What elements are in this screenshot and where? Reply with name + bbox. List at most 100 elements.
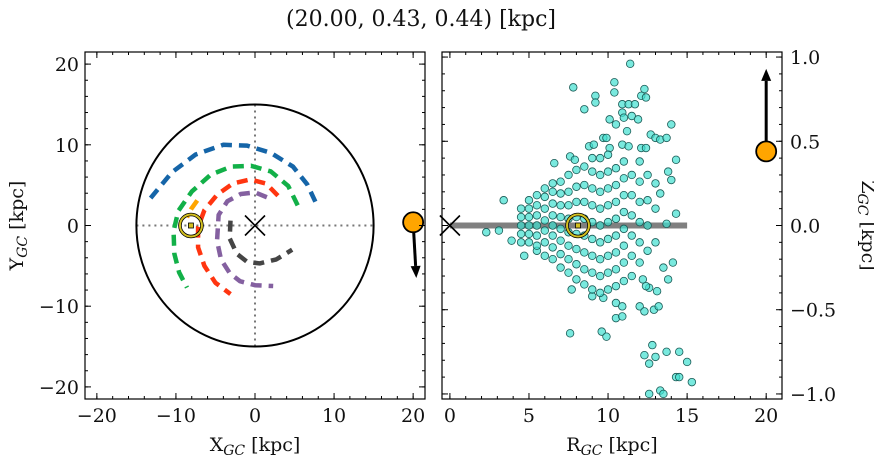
scatter-point <box>651 238 660 247</box>
scatter-point <box>540 226 549 235</box>
scatter-point <box>651 204 660 213</box>
x-tick-label: 20 <box>401 405 425 427</box>
spiral-arm-arc <box>184 199 200 219</box>
y-tick-label: −0.5 <box>790 300 836 322</box>
scatter-point <box>611 248 621 257</box>
scatter-point <box>638 275 648 284</box>
scatter-point <box>622 126 632 136</box>
scatter-point <box>619 241 629 250</box>
sun-marker-ring <box>178 213 203 238</box>
scatter-point <box>564 187 573 197</box>
scatter-point <box>675 372 684 382</box>
scatter-point <box>662 219 671 229</box>
scatter-point <box>540 204 549 213</box>
scatter-point <box>532 201 542 210</box>
scatter-point <box>611 180 621 190</box>
scatter-point <box>667 120 676 129</box>
x-tick-label: 0 <box>444 405 456 427</box>
scatter-point <box>611 281 621 291</box>
scatter-point <box>572 260 581 269</box>
scatter-point <box>482 228 491 237</box>
scatter-point <box>572 244 581 254</box>
scatter-point <box>643 221 652 230</box>
scatter-point <box>643 170 652 180</box>
scatter-point <box>520 251 529 261</box>
scatter-point <box>633 115 643 124</box>
scatter-point <box>532 241 542 250</box>
y-tick-label: 0.0 <box>790 216 820 238</box>
scatter-point <box>532 231 542 240</box>
sun-marker-dot <box>575 222 581 229</box>
x-axis-label: XGC [kpc] <box>210 434 301 459</box>
spiral-arm-arc <box>148 142 319 206</box>
scatter-point <box>603 251 613 261</box>
scatter-point <box>595 288 605 298</box>
scatter-point <box>611 265 621 274</box>
object-position-marker <box>402 211 425 234</box>
scatter-point <box>640 307 649 316</box>
scatter-point <box>507 236 516 245</box>
scatter-point <box>524 204 534 213</box>
galactic-center-marker <box>439 214 461 237</box>
scatter-point <box>550 158 559 168</box>
x-tick-label: −20 <box>77 405 117 427</box>
disk-boundary-circle <box>135 103 375 348</box>
scatter-point <box>556 263 565 272</box>
scatter-point <box>624 142 633 151</box>
scatter-point <box>602 332 611 341</box>
scatter-point <box>627 211 636 220</box>
scatter-point <box>652 286 662 296</box>
scatter-point <box>556 212 565 222</box>
scatter-point <box>540 184 549 193</box>
scatter-point <box>668 258 678 267</box>
scatter-point <box>572 182 581 191</box>
scatter-point <box>595 187 605 197</box>
scatter-point <box>556 236 565 245</box>
y-tick-label: −20 <box>39 377 79 399</box>
scatter-point <box>548 243 557 252</box>
scatter-point <box>603 150 613 159</box>
scatter-point <box>556 249 565 259</box>
scatter-point <box>654 302 663 311</box>
scatter-point <box>588 184 597 193</box>
scatter-point <box>603 217 613 227</box>
scatter-point <box>567 285 576 294</box>
scatter-point <box>570 155 580 165</box>
scatter-point <box>630 100 640 109</box>
scatter-point <box>619 207 629 217</box>
sun-marker-ring <box>566 213 590 238</box>
x-axis-label: RGC [kpc] <box>566 434 657 459</box>
scatter-point <box>618 302 627 311</box>
scatter-point <box>619 276 629 286</box>
figure-title: (20.00, 0.43, 0.44) [kpc] <box>286 7 556 32</box>
scatter-point <box>603 234 613 244</box>
scatter-point <box>663 167 673 176</box>
scatter-point <box>635 197 644 207</box>
scatter-point <box>588 251 597 261</box>
scatter-point <box>656 189 665 198</box>
scatter-point <box>635 177 644 186</box>
scatter-point <box>499 196 508 205</box>
scatter-point <box>595 271 605 281</box>
scatter-point <box>595 153 605 163</box>
scatter-point <box>603 201 613 210</box>
scatter-point <box>619 258 629 267</box>
scatter-point <box>572 197 581 207</box>
scatter-point <box>611 164 621 173</box>
scatter-point <box>516 204 526 213</box>
scatter-point <box>627 190 636 200</box>
scatter-point <box>494 226 504 235</box>
scatter-point <box>516 229 526 239</box>
scatter-point <box>641 281 651 291</box>
scatter-point <box>595 170 605 180</box>
velocity-arrow-head <box>761 68 772 81</box>
scatter-point <box>643 196 652 205</box>
y-tick-label: −1.0 <box>790 384 836 406</box>
x-tick-label: 15 <box>675 405 699 427</box>
scatter-point <box>643 246 652 255</box>
scatter-point <box>524 238 534 247</box>
y-tick-label: −10 <box>39 296 79 318</box>
x-tick-label: −10 <box>156 405 196 427</box>
scatter-point <box>641 93 651 102</box>
